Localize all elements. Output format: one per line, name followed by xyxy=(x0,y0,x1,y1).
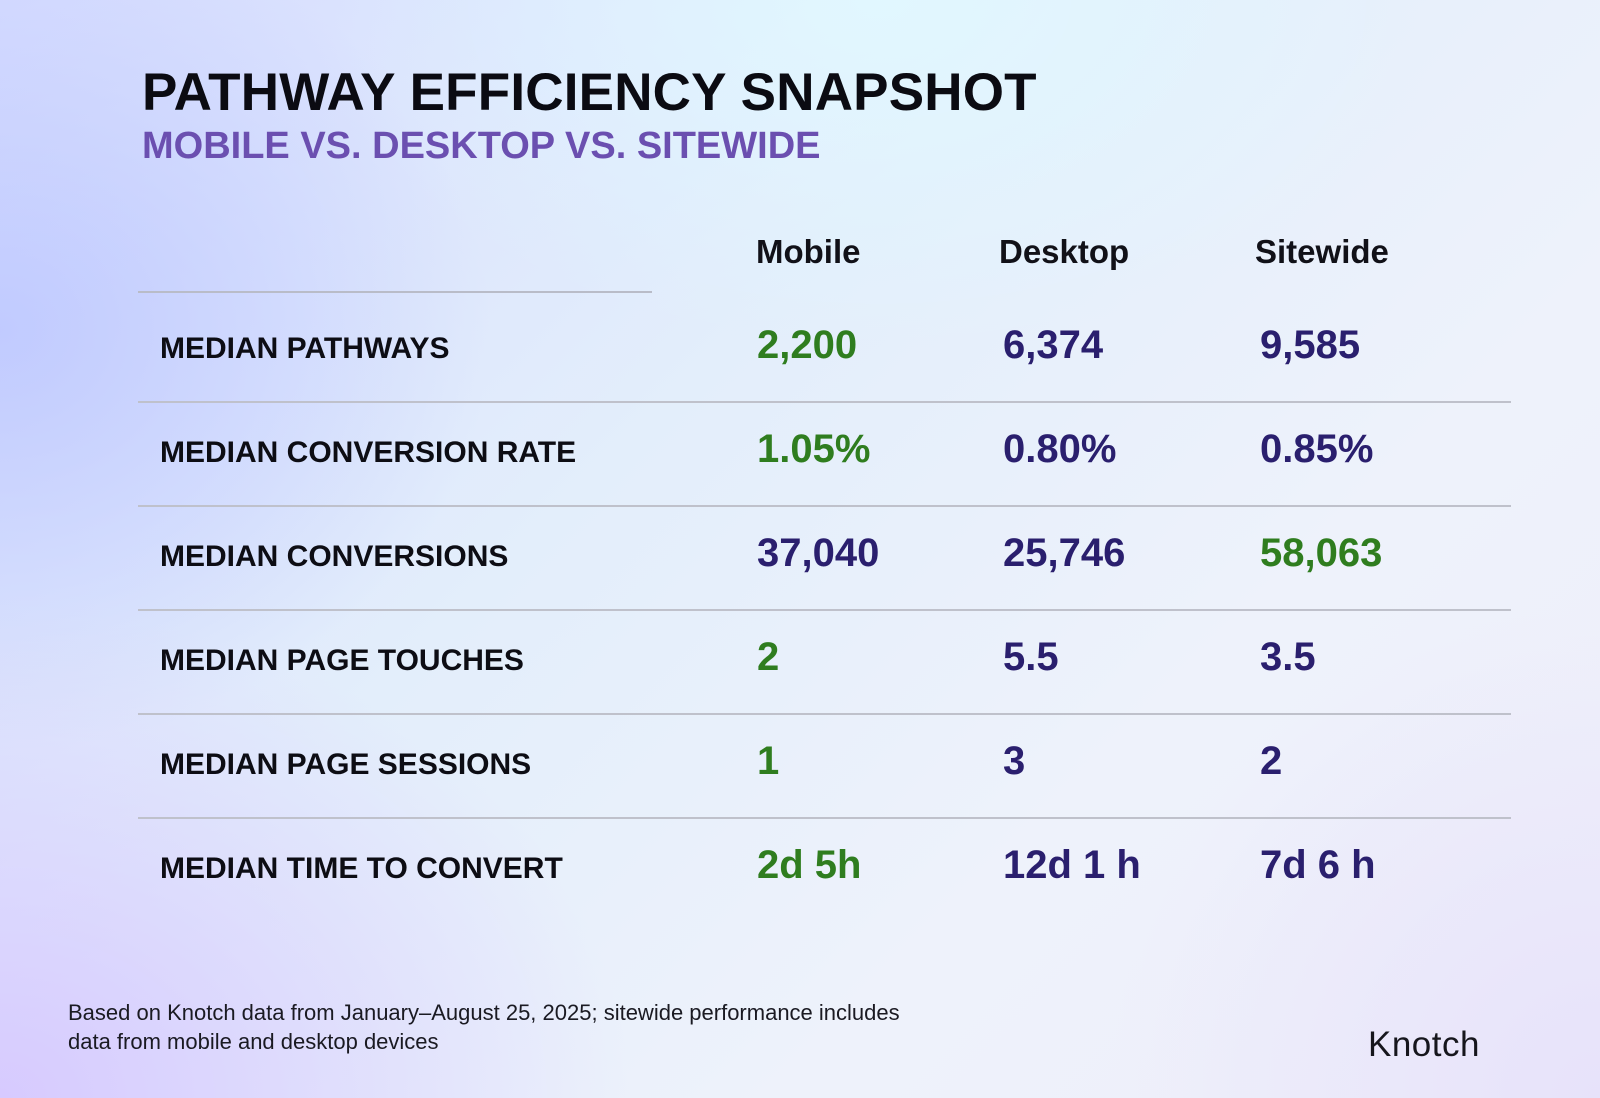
row-divider xyxy=(138,817,1511,819)
row-divider xyxy=(138,505,1511,507)
cell-desktop: 5.5 xyxy=(1003,635,1059,679)
cell-mobile: 1 xyxy=(757,739,780,783)
cell-desktop: 0.80% xyxy=(1003,427,1117,471)
row-label: MEDIAN PAGE TOUCHES xyxy=(160,644,524,677)
knotch-logo: Knotch xyxy=(1368,1025,1480,1064)
row-label: MEDIAN CONVERSION RATE xyxy=(160,436,577,469)
column-header-sitewide: Sitewide xyxy=(1255,233,1389,270)
table-row: MEDIAN PAGE TOUCHES 2 5.5 3.5 xyxy=(0,611,1600,715)
cell-mobile: 37,040 xyxy=(757,531,880,575)
row-label: MEDIAN PATHWAYS xyxy=(160,332,450,365)
footnote-line-2: data from mobile and desktop devices xyxy=(68,1029,439,1054)
cell-desktop: 3 xyxy=(1003,739,1026,783)
table-row: MEDIAN CONVERSIONS 37,040 25,746 58,063 xyxy=(0,507,1600,611)
cell-sitewide: 3.5 xyxy=(1260,635,1316,679)
cell-sitewide: 9,585 xyxy=(1260,323,1361,367)
cell-desktop: 25,746 xyxy=(1003,531,1126,575)
column-header-desktop: Desktop xyxy=(999,233,1130,270)
row-label: MEDIAN CONVERSIONS xyxy=(160,540,509,573)
cell-sitewide: 58,063 xyxy=(1260,531,1383,575)
cell-desktop: 6,374 xyxy=(1003,323,1104,367)
table-row: MEDIAN TIME TO CONVERT 2d 5h 12d 1 h 7d 6 h xyxy=(0,819,1600,923)
header-divider xyxy=(138,291,652,293)
row-label: MEDIAN PAGE SESSIONS xyxy=(160,748,532,781)
row-divider xyxy=(138,401,1511,403)
cell-mobile: 1.05% xyxy=(757,427,871,471)
table-row: MEDIAN CONVERSION RATE 1.05% 0.80% 0.85% xyxy=(0,403,1600,507)
column-header-mobile: Mobile xyxy=(756,233,861,270)
page-subtitle: MOBILE VS. DESKTOP VS. SITEWIDE xyxy=(142,125,821,167)
table-row: MEDIAN PATHWAYS 2,200 6,374 9,585 xyxy=(0,299,1600,403)
row-label: MEDIAN TIME TO CONVERT xyxy=(160,852,563,885)
cell-mobile: 2d 5h xyxy=(757,843,862,887)
table-row: MEDIAN PAGE SESSIONS 1 3 2 xyxy=(0,715,1600,819)
cell-mobile: 2,200 xyxy=(757,323,858,367)
row-divider xyxy=(138,713,1511,715)
cell-sitewide: 0.85% xyxy=(1260,427,1374,471)
footnote: Based on Knotch data from January–August… xyxy=(68,998,1068,1056)
cell-desktop: 12d 1 h xyxy=(1003,843,1141,887)
page-title: PATHWAY EFFICIENCY SNAPSHOT xyxy=(142,63,1037,122)
cell-sitewide: 7d 6 h xyxy=(1260,843,1376,887)
cell-mobile: 2 xyxy=(757,635,780,679)
footnote-line-1: Based on Knotch data from January–August… xyxy=(68,1000,900,1025)
cell-sitewide: 2 xyxy=(1260,739,1283,783)
row-divider xyxy=(138,609,1511,611)
